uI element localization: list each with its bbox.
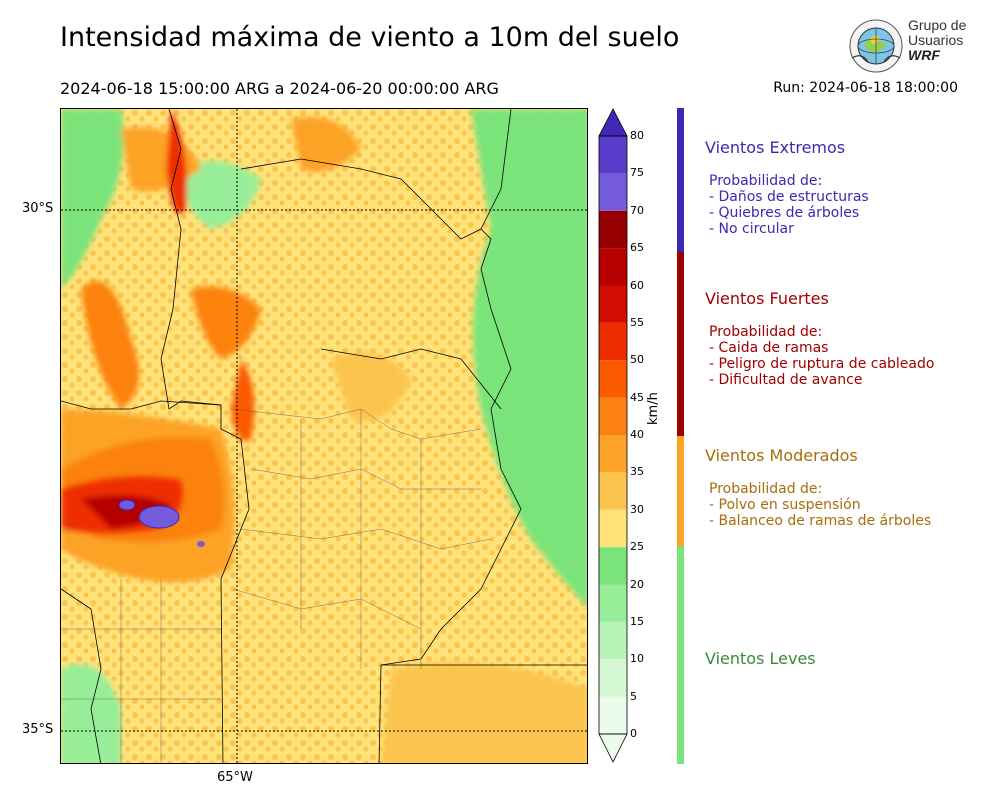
category-description: Probabilidad de: - Caida de ramas - Peli… xyxy=(709,324,935,388)
colorbar-bin xyxy=(599,285,627,323)
colorbar-tick-label: 10 xyxy=(630,652,644,666)
colorbar-tick-label: 15 xyxy=(630,614,644,628)
colorbar-frame xyxy=(598,135,628,735)
category-description: Probabilidad de: - Polvo en suspensión -… xyxy=(709,481,932,529)
colorbar-bin xyxy=(599,360,627,398)
category-strip-strong xyxy=(677,252,684,436)
extreme-wind-area xyxy=(118,499,136,511)
colorbar-tick-label: 65 xyxy=(630,241,644,255)
category-moderate: Vientos Moderados Probabilidad de: - Pol… xyxy=(705,446,931,529)
colorbar-bin xyxy=(599,621,627,660)
category-extreme: Vientos Extremos Probabilidad de: - Daño… xyxy=(705,138,869,237)
category-title: Vientos Extremos xyxy=(705,138,846,157)
colorbar-bin xyxy=(599,659,627,697)
colorbar-tick-label: 40 xyxy=(630,428,644,441)
colorbar-tick-label: 70 xyxy=(630,203,644,217)
lat-label-35s: 35°S xyxy=(22,722,54,737)
lon-label-65w: 65°W xyxy=(217,770,253,785)
colorbar-tick-label: 55 xyxy=(630,315,644,329)
colorbar xyxy=(598,108,628,763)
category-description: Probabilidad de: - Daños de estructuras … xyxy=(709,173,869,237)
category-strip-extreme xyxy=(677,108,684,252)
category-title: Vientos Leves xyxy=(705,649,816,668)
extreme-wind-area xyxy=(197,541,205,547)
colorbar-tick-label: 20 xyxy=(630,577,644,591)
chart-title: Intensidad máxima de viento a 10m del su… xyxy=(60,22,680,53)
colorbar-bin xyxy=(599,210,627,249)
colorbar-bin xyxy=(599,136,627,174)
colorbar-tick-label: 50 xyxy=(630,353,644,367)
category-title: Vientos Fuertes xyxy=(705,289,829,308)
category-strong: Vientos Fuertes Probabilidad de: - Caida… xyxy=(705,289,934,388)
colorbar-unit: km/h xyxy=(646,392,661,425)
colorbar-bin xyxy=(599,435,627,473)
colorbar-tick-label: 80 xyxy=(630,129,644,142)
colorbar-tick-label: 30 xyxy=(630,502,644,516)
colorbar-bin xyxy=(599,547,627,585)
wind-map xyxy=(60,108,588,764)
category-strip-light xyxy=(677,546,684,764)
logo-text: Grupo de Usuarios WRF xyxy=(908,17,967,63)
colorbar-max-extension xyxy=(598,108,628,137)
colorbar-tick-label: 35 xyxy=(630,465,644,479)
colorbar-bin xyxy=(599,584,627,622)
colorbar-bin xyxy=(599,173,627,211)
category-strip-moderate xyxy=(677,436,684,546)
department-borders xyxy=(61,408,492,763)
colorbar-bin xyxy=(599,322,627,361)
colorbar-min-extension xyxy=(598,733,628,763)
colorbar-bin xyxy=(599,509,627,548)
forecast-period: 2024-06-18 15:00:00 ARG a 2024-06-20 00:… xyxy=(60,79,499,98)
colorbar-bin xyxy=(599,696,627,734)
colorbar-tick-label: 25 xyxy=(630,540,644,554)
globe-icon xyxy=(849,19,903,73)
extreme-wind-area xyxy=(138,505,180,529)
colorbar-tick-label: 45 xyxy=(630,390,644,404)
colorbar-bin xyxy=(599,248,627,286)
colorbar-bin xyxy=(599,472,627,510)
run-time: Run: 2024-06-18 18:00:00 xyxy=(773,80,958,96)
province-borders xyxy=(61,109,587,763)
category-light: Vientos Leves xyxy=(705,649,816,684)
colorbar-tick-label: 60 xyxy=(630,278,644,292)
category-title: Vientos Moderados xyxy=(705,446,858,465)
grupo-usuarios-wrf-logo: Grupo de Usuarios WRF xyxy=(848,18,968,74)
colorbar-bin xyxy=(599,397,627,435)
colorbar-tick-label: 75 xyxy=(630,166,644,180)
colorbar-tick-label: 5 xyxy=(630,689,637,703)
colorbar-tick-label: 0 xyxy=(630,727,637,740)
lat-label-30s: 30°S xyxy=(22,201,54,216)
graticule xyxy=(61,109,587,763)
